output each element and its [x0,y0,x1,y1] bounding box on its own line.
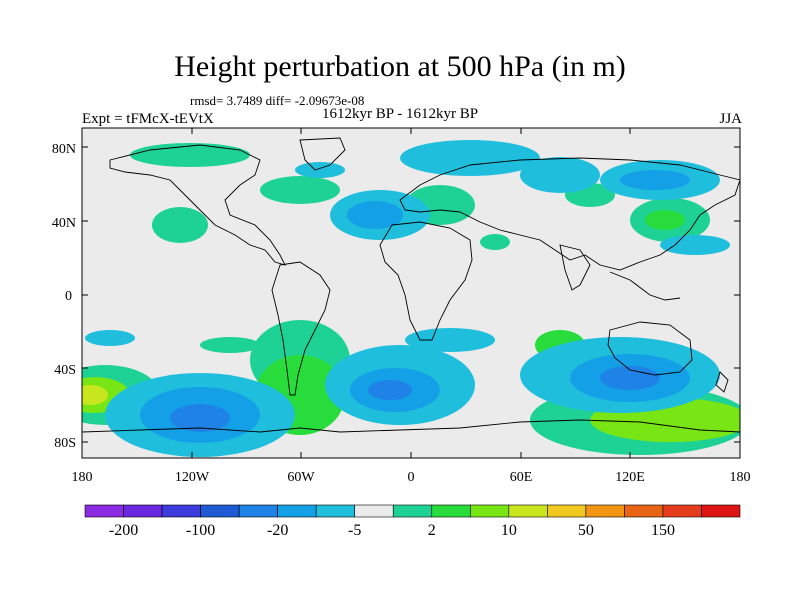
colorbar-label: 2 [428,522,436,539]
contour-neg [295,162,345,178]
contour-pos [260,176,340,204]
season-label: JJA [719,111,742,127]
y-tick-label: 0 [65,289,72,304]
coast-australia [607,321,693,376]
contour-pos [200,337,260,353]
x-tick-label: 180 [730,470,751,485]
x-tick-label: 0 [408,470,415,485]
contour-neg [660,235,730,255]
colorbar-swatch [547,504,587,518]
colorbar-label: 50 [578,522,594,539]
coast-africa [379,221,473,341]
x-tick-label: 60W [287,470,315,485]
x-tick-label: 120E [615,470,645,485]
contour-neg [520,157,600,193]
coast-south-america [271,261,331,396]
colorbar [84,504,741,518]
contour-neg [85,330,135,346]
colorbar-swatch [469,504,510,518]
colorbar-swatch [431,504,471,518]
colorbar-swatch [84,504,124,518]
contour-neg [170,404,230,432]
coast-eurasia [399,157,740,271]
colorbar-label: 10 [501,522,517,539]
contour-neg [405,328,495,352]
coast-north-america [109,144,286,266]
coast-greenland [299,137,346,171]
colorbar-swatch [200,504,240,518]
contour-neg [400,140,540,176]
contour-pos [130,143,250,167]
x-tick-label: 120W [175,470,210,485]
contour-neg [347,201,403,229]
colorbar-labels: -200 -100 -20 -5 2 10 50 150 [109,522,675,539]
colorbar-swatch [392,504,433,518]
contour-neg [620,170,690,190]
colorbar-swatch [238,504,278,518]
contour-pos [480,234,510,250]
contour-pos [82,385,108,405]
contour-neg [600,366,660,390]
colorbar-swatch [624,504,664,518]
x-tick-label: 180 [72,470,93,485]
colorbar-swatch [701,504,741,518]
colorbar-label: -100 [186,522,215,539]
period-label: 1612kyr BP - 1612kyr BP [322,106,479,122]
x-tick-label: 60E [510,470,533,485]
coast-antarctica [82,419,740,433]
colorbar-swatch [508,504,548,518]
axis-ticks [81,128,741,458]
colorbar-swatch [277,504,317,518]
colorbar-swatch [585,504,625,518]
experiment-label: Expt = tFMcX-tEVtX [82,111,214,127]
colorbar-label: -20 [267,522,288,539]
colorbar-swatch [315,504,356,518]
colorbar-swatch [161,504,201,518]
contour-fill [82,140,740,457]
y-tick-label: 80N [52,142,76,157]
colorbar-swatch [662,504,702,518]
colorbar-label: -200 [109,522,138,539]
contour-neg [368,380,412,400]
coast-southeast-asia [609,271,681,301]
contour-pos [152,207,208,243]
y-tick-label: 40N [52,216,76,231]
coast-india [559,244,591,291]
coast-new-zealand [715,371,729,393]
stats-label: rmsd= 3.7489 diff= -2.09673e-08 [190,93,365,108]
colorbar-swatch [123,504,163,518]
colorbar-label: 150 [651,522,675,539]
map-title: Height perturbation at 500 hPa (in m) [174,50,626,83]
y-tick-label: 40S [54,363,76,378]
contour-pos [645,210,685,230]
y-tick-label: 80S [54,436,76,451]
colorbar-label: -5 [348,522,361,539]
coastlines [82,137,740,433]
colorbar-swatch [354,504,394,518]
